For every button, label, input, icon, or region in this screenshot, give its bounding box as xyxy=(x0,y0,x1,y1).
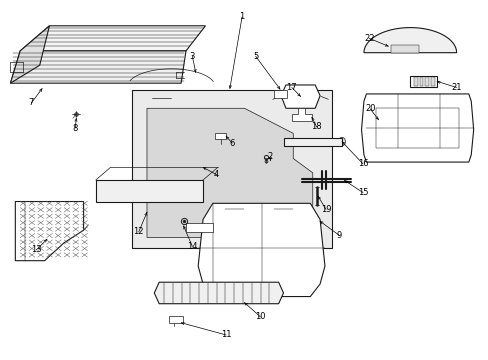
Bar xyxy=(419,77,423,86)
Text: 9: 9 xyxy=(336,231,342,240)
Bar xyxy=(390,45,418,53)
Ellipse shape xyxy=(289,90,311,103)
Bar xyxy=(273,90,287,98)
Text: 13: 13 xyxy=(31,246,41,255)
Bar xyxy=(185,223,212,232)
Polygon shape xyxy=(409,76,436,87)
Ellipse shape xyxy=(232,131,276,158)
Text: 17: 17 xyxy=(286,83,297,92)
Polygon shape xyxy=(292,108,311,121)
Text: 14: 14 xyxy=(187,242,197,251)
Bar xyxy=(168,316,182,323)
Bar xyxy=(215,134,225,139)
Text: 11: 11 xyxy=(220,330,231,339)
Ellipse shape xyxy=(338,137,345,146)
Polygon shape xyxy=(198,203,325,297)
Polygon shape xyxy=(154,282,283,304)
Text: 12: 12 xyxy=(133,228,143,237)
Ellipse shape xyxy=(210,168,239,184)
Text: 16: 16 xyxy=(357,159,367,168)
Ellipse shape xyxy=(171,130,220,158)
Text: 18: 18 xyxy=(311,122,321,131)
Text: 5: 5 xyxy=(253,52,258,61)
Polygon shape xyxy=(96,180,203,202)
Polygon shape xyxy=(10,51,185,83)
Polygon shape xyxy=(15,202,83,261)
Polygon shape xyxy=(283,138,341,146)
Text: 2: 2 xyxy=(267,152,272,161)
Polygon shape xyxy=(281,85,320,108)
Text: 8: 8 xyxy=(72,123,78,132)
Bar xyxy=(413,77,417,86)
Bar xyxy=(425,77,428,86)
Text: 19: 19 xyxy=(320,205,330,214)
Polygon shape xyxy=(20,26,205,51)
Text: 1: 1 xyxy=(239,12,244,21)
Ellipse shape xyxy=(54,55,83,75)
Text: 20: 20 xyxy=(365,104,375,113)
Bar xyxy=(132,90,331,248)
Text: 22: 22 xyxy=(364,34,374,43)
Ellipse shape xyxy=(280,137,286,146)
Text: 7: 7 xyxy=(29,98,34,107)
Text: 4: 4 xyxy=(214,170,219,179)
Polygon shape xyxy=(361,94,473,162)
Text: 15: 15 xyxy=(357,188,367,197)
Text: 21: 21 xyxy=(450,83,461,92)
Polygon shape xyxy=(10,26,49,83)
Polygon shape xyxy=(363,28,456,53)
Bar xyxy=(430,77,434,86)
Polygon shape xyxy=(147,108,312,237)
Text: 6: 6 xyxy=(229,139,235,148)
Text: 10: 10 xyxy=(255,312,265,321)
Text: 3: 3 xyxy=(189,52,195,61)
Ellipse shape xyxy=(114,57,141,74)
